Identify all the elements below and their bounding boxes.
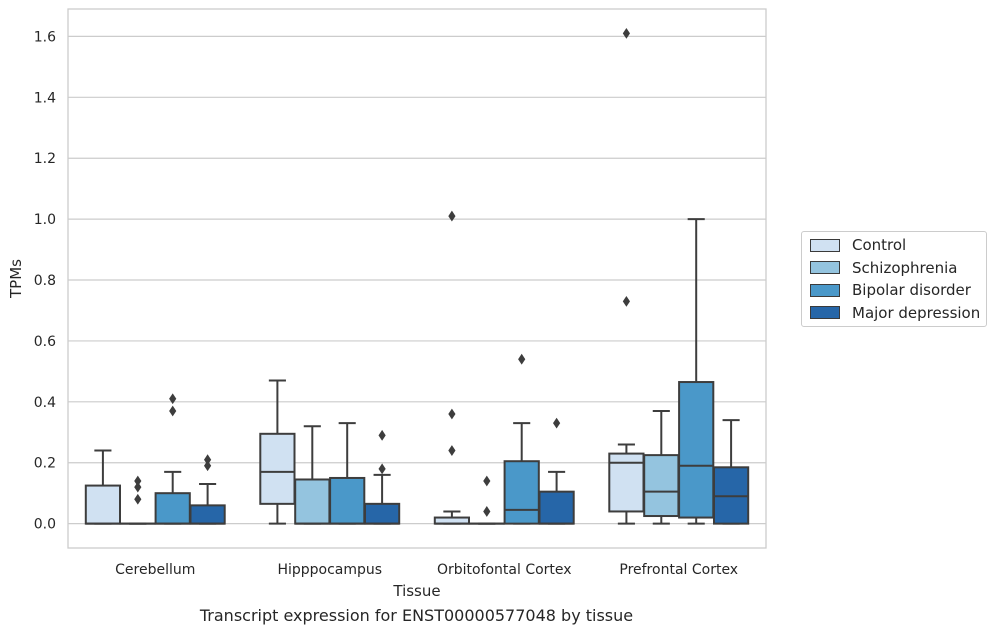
x-tick-label: Cerebellum <box>115 562 195 578</box>
plot-frame <box>67 8 767 549</box>
box-bipolar-disorder <box>154 393 191 525</box>
outlier-point <box>448 408 456 420</box>
x-axis-label: Tissue <box>392 582 440 600</box>
box-bipolar-disorder <box>503 353 540 525</box>
box-body <box>154 492 191 525</box>
box-body <box>329 476 366 525</box>
legend-swatch <box>810 306 840 320</box>
outlier-point <box>483 506 491 517</box>
y-tick-label: 0.0 <box>34 517 56 533</box>
y-tick-label: 1.0 <box>34 212 56 228</box>
outlier-point <box>553 417 561 429</box>
legend-item: Bipolar disorder <box>810 279 986 302</box>
gridlines <box>68 35 766 525</box>
box-body <box>259 432 296 505</box>
box-body <box>643 454 680 518</box>
outlier-point <box>622 27 630 39</box>
y-tick-label: 1.2 <box>34 151 56 167</box>
outlier-point <box>622 295 630 307</box>
boxes <box>84 27 750 525</box>
outlier-point <box>169 393 177 405</box>
box-major-depression <box>189 454 226 525</box>
legend-item: Major depression <box>810 302 986 325</box>
y-tick-label: 1.4 <box>34 90 56 106</box>
box-major-depression <box>712 419 750 525</box>
box-control <box>259 379 296 525</box>
legend-swatch <box>810 261 840 275</box>
y-axis-label: TPMs <box>7 259 25 299</box>
y-tick-label: 0.6 <box>34 334 56 350</box>
y-tick-label: 0.8 <box>34 273 56 289</box>
legend-swatch <box>810 283 840 297</box>
legend: Control Schizophrenia Bipolar disorder Majo… <box>801 231 987 327</box>
box-schizophrenia <box>468 475 505 525</box>
x-tick-labels: Cerebellum Hipppocampus Orbitofontal Corte… <box>115 562 738 578</box>
chart-caption: Transcript expression for ENST0000057704… <box>199 606 634 625</box>
legend-label: Schizophrenia <box>852 258 958 277</box>
outlier-point <box>378 463 386 475</box>
box-body <box>678 381 715 519</box>
legend-item: Control <box>810 234 986 257</box>
y-tick-label: 0.2 <box>34 456 56 472</box>
outlier-point <box>483 475 491 487</box>
box-schizophrenia <box>294 425 331 525</box>
box-body <box>294 478 331 525</box>
box-body <box>538 490 575 525</box>
box-schizophrenia <box>119 475 156 525</box>
outlier-point <box>134 475 142 487</box>
legend-swatch <box>810 238 840 252</box>
box-body <box>84 484 122 525</box>
outlier-point <box>518 353 526 365</box>
box-control <box>433 210 471 525</box>
outlier-point <box>448 445 456 456</box>
box-body <box>363 502 401 525</box>
outlier-point <box>134 481 142 493</box>
legend-label: Major depression <box>852 303 981 322</box>
outlier-point <box>448 210 456 222</box>
box-control <box>608 27 645 525</box>
box-body <box>503 460 540 525</box>
outlier-point <box>204 454 212 466</box>
y-tick-label: 1.6 <box>34 29 56 45</box>
box-bipolar-disorder <box>678 218 715 525</box>
box-control <box>84 449 122 525</box>
x-tick-label: Prefrontal Cortex <box>619 562 738 578</box>
outlier-point <box>204 460 212 472</box>
y-tick-labels: 0.0 0.2 0.4 0.6 0.8 1.0 1.2 1.4 1.6 <box>34 29 56 532</box>
box-body <box>189 504 226 525</box>
box-schizophrenia <box>643 409 680 525</box>
box-bipolar-disorder <box>329 422 366 525</box>
box-major-depression <box>538 417 575 525</box>
legend-label: Bipolar disorder <box>852 281 971 300</box>
y-tick-label: 0.4 <box>34 395 56 411</box>
legend-label: Control <box>852 236 907 255</box>
outlier-point <box>134 493 142 505</box>
outlier-point <box>378 429 386 441</box>
box-major-depression <box>363 429 401 525</box>
x-tick-label: Orbitofontal Cortex <box>437 562 572 578</box>
legend-item: Schizophrenia <box>810 257 986 280</box>
outlier-point <box>169 405 177 417</box>
x-tick-label: Hipppocampus <box>277 562 382 578</box>
